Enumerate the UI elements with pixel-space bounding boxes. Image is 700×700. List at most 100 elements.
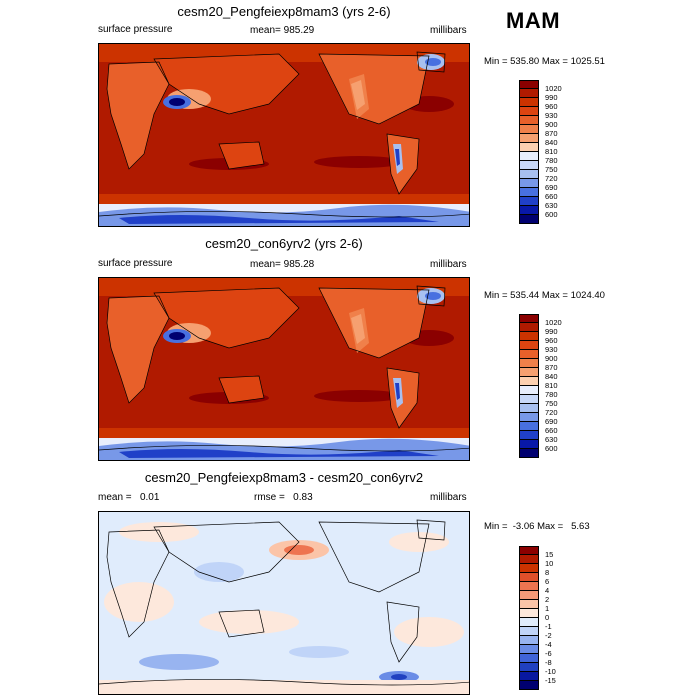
colorbar-swatch [519,618,539,627]
colorbar-swatch [519,591,539,600]
colorbar-swatch [519,314,539,323]
colorbar-swatch [519,449,539,458]
colorbar-swatch [519,663,539,672]
colorbar-swatch [519,197,539,206]
colorbar-swatch [519,323,539,332]
colorbar-swatch [519,116,539,125]
colorbar-swatch [519,377,539,386]
colorbar-label: 0 [545,613,550,622]
colorbar-swatch [519,359,539,368]
season-label: MAM [506,8,561,33]
colorbar-label: -8 [545,658,552,667]
colorbar-swatch [519,546,539,555]
colorbar-swatch [519,564,539,573]
colorbar-swatch [519,440,539,449]
colorbar-swatch [519,143,539,152]
panel2-colorbar [519,314,539,458]
colorbar-label: -2 [545,631,552,640]
colorbar-swatch [519,350,539,359]
colorbar-label: 870 [545,363,558,372]
panel1-minmax: Min = 535.80 Max = 1025.51 [484,56,605,67]
colorbar-label: 750 [545,165,558,174]
colorbar-label: 8 [545,568,550,577]
colorbar-swatch [519,161,539,170]
colorbar-label: 720 [545,174,558,183]
colorbar-label: 930 [545,345,558,354]
colorbar-label: 630 [545,435,558,444]
colorbar-swatch [519,609,539,618]
panel1-map [98,43,470,227]
panel2-center-label: mean= 985.28 [250,259,315,270]
colorbar-label: 750 [545,399,558,408]
colorbar-label: -15 [545,676,556,685]
colorbar-swatch [519,134,539,143]
colorbar-swatch [519,215,539,224]
colorbar-label: 660 [545,426,558,435]
panel1-center-label: mean= 985.29 [250,25,315,36]
colorbar-swatch [519,80,539,89]
panel2-right-label: millibars [430,259,467,270]
colorbar-label: 840 [545,372,558,381]
colorbar-swatch [519,206,539,215]
panel3-map [98,511,470,695]
colorbar-swatch [519,98,539,107]
colorbar-label: -1 [545,622,552,631]
colorbar-swatch [519,170,539,179]
panel3-center-label: rmse = 0.83 [254,492,313,503]
colorbar-label: 690 [545,183,558,192]
colorbar-label: -4 [545,640,552,649]
panel1-left-label: surface pressure [98,24,173,35]
panel1-title: cesm20_Pengfeiexp8mam3 (yrs 2-6) [177,4,391,19]
colorbar-label: 840 [545,138,558,147]
colorbar-label: 1020 [545,318,562,327]
colorbar-swatch [519,654,539,663]
colorbar-swatch [519,431,539,440]
colorbar-swatch [519,368,539,377]
panel2-map [98,277,470,461]
colorbar-swatch [519,627,539,636]
colorbar-swatch [519,636,539,645]
colorbar-swatch [519,152,539,161]
panel1-colorbar [519,80,539,224]
colorbar-label: 780 [545,390,558,399]
colorbar-label: 810 [545,381,558,390]
colorbar-label: 900 [545,354,558,363]
colorbar-label: 2 [545,595,550,604]
colorbar-label: 630 [545,201,558,210]
panel2-minmax: Min = 535.44 Max = 1024.40 [484,290,605,301]
colorbar-label: 1020 [545,84,562,93]
colorbar-swatch [519,332,539,341]
colorbar-swatch [519,422,539,431]
colorbar-label: 960 [545,336,558,345]
panel1-right-label: millibars [430,25,467,36]
colorbar-label: -10 [545,667,556,676]
panel2-title: cesm20_con6yrv2 (yrs 2-6) [205,236,363,251]
colorbar-label: 810 [545,147,558,156]
colorbar-label: 870 [545,129,558,138]
colorbar-label: 10 [545,559,554,568]
panel2-left-label: surface pressure [98,258,173,269]
colorbar-label: 990 [545,327,558,336]
colorbar-swatch [519,395,539,404]
colorbar-swatch [519,645,539,654]
colorbar-label: 600 [545,444,558,453]
colorbar-swatch [519,179,539,188]
panel3-title: cesm20_Pengfeiexp8mam3 - cesm20_con6yrv2 [144,470,424,485]
colorbar-swatch [519,681,539,690]
colorbar-swatch [519,600,539,609]
colorbar-label: 4 [545,586,550,595]
colorbar-swatch [519,188,539,197]
panel3-right-label: millibars [430,492,467,503]
colorbar-swatch [519,573,539,582]
colorbar-label: 660 [545,192,558,201]
colorbar-label: 1 [545,604,550,613]
colorbar-swatch [519,555,539,564]
colorbar-label: 15 [545,550,554,559]
colorbar-label: 720 [545,408,558,417]
colorbar-label: 600 [545,210,558,219]
colorbar-swatch [519,672,539,681]
colorbar-label: 6 [545,577,550,586]
colorbar-label: 960 [545,102,558,111]
colorbar-label: -6 [545,649,552,658]
colorbar-label: 690 [545,417,558,426]
